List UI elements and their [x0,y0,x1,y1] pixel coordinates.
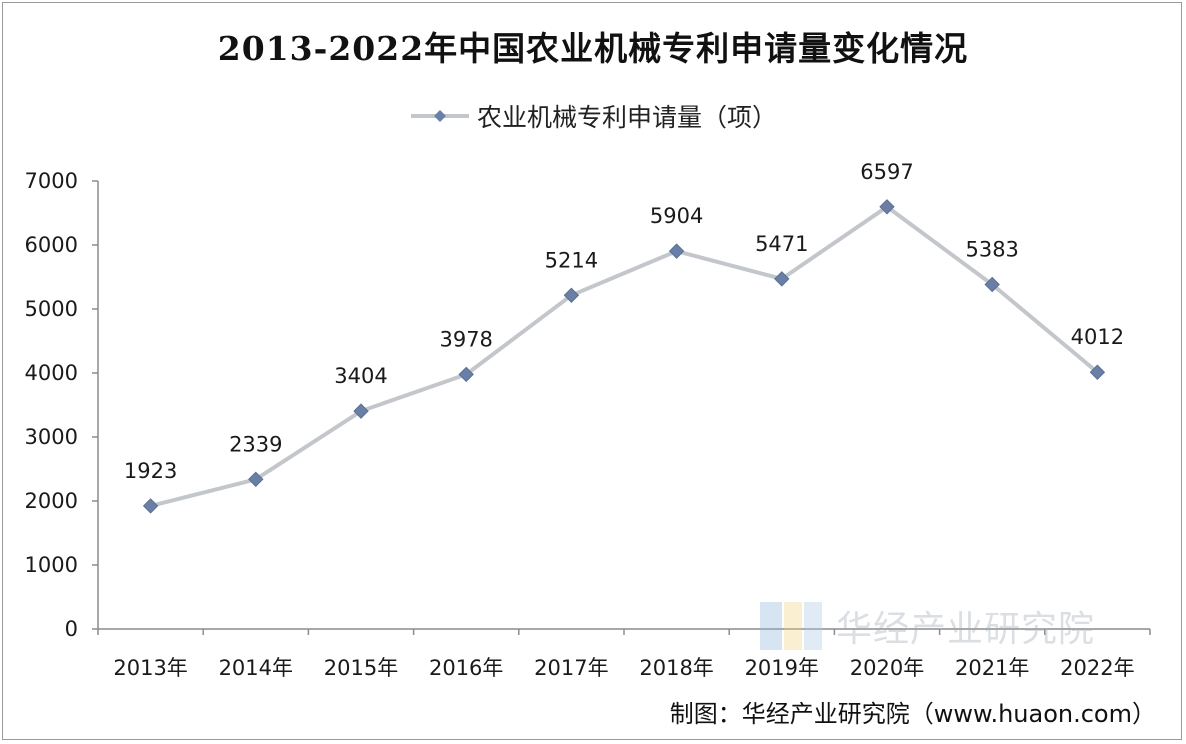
data-label: 2339 [229,432,282,456]
data-label: 1923 [124,459,177,483]
watermark-text: 华经产业研究院 [836,609,1096,650]
legend-label: 农业机械专利申请量（项） [476,103,777,132]
data-label: 5383 [965,237,1018,261]
x-tick-label: 2018年 [639,656,713,680]
data-point-marker [142,498,159,514]
x-tick-label: 2013年 [113,656,187,680]
watermark-logo-icon [760,602,822,650]
x-tick-label: 2015年 [324,656,398,680]
series-group [142,199,1106,514]
y-tick-label: 0 [65,617,78,641]
data-label: 3978 [439,327,492,351]
data-label: 5214 [545,248,598,272]
watermark: 华经产业研究院 [760,598,1095,654]
y-tick-label: 1000 [25,553,78,577]
y-tick-label: 2000 [25,489,78,513]
x-tick-label: 2020年 [850,656,924,680]
y-tick-label: 3000 [25,425,78,449]
series-line [150,204,1099,508]
y-tick-label: 4000 [25,361,78,385]
x-tick-label: 2019年 [745,656,819,680]
data-point-marker [353,403,369,419]
source-note: 制图：华经产业研究院（www.huaon.com） [669,700,1156,728]
data-label: 4012 [1071,325,1124,349]
data-point-marker [879,199,895,215]
x-tick-label: 2021年 [955,656,1029,680]
x-tick-label: 2017年 [534,656,608,680]
legend: 农业机械专利申请量（项） [0,98,1186,134]
data-label: 6597 [860,160,913,184]
data-point-marker [668,243,685,259]
data-label: 5471 [755,232,808,256]
y-tick-group: 0 1000 2000 3000 4000 5000 6000 7000 [25,169,98,641]
data-point-marker [1089,364,1106,380]
y-tick-label: 7000 [25,169,78,193]
data-point-marker [458,366,474,383]
y-tick-label: 6000 [25,233,78,257]
legend-swatch [410,110,469,122]
data-label: 5904 [650,204,703,228]
data-label: 3404 [334,364,387,388]
x-tick-label: 2016年 [429,656,503,680]
y-tick-label: 5000 [25,297,78,321]
x-tick-label: 2022年 [1060,656,1134,680]
data-point-marker [248,471,264,488]
data-point-marker [984,276,1000,293]
data-label-group: 1923 2339 3404 3978 5214 5904 5471 6597 5383 4012 [124,160,1124,483]
chart-title: 2013-2022年中国农业机械专利申请量变化情况 [217,29,969,68]
x-tick-group: 2013年 2014年 2015年 2016年 2017年 2018年 2019年 2020年… [97,629,1151,680]
data-point-marker [774,271,790,287]
x-tick-label: 2014年 [219,656,293,680]
data-point-marker [563,287,580,304]
